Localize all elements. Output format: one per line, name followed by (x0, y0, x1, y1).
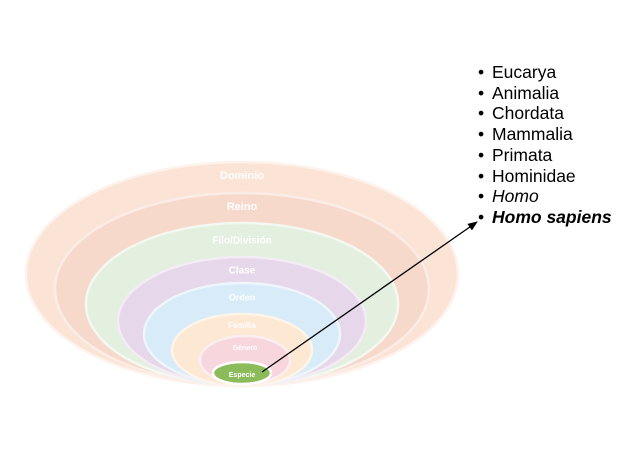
rank-label: Familia (228, 321, 256, 330)
taxon-name: Hominidae (492, 165, 576, 186)
taxon-name: Primata (492, 144, 553, 165)
bullet: • (478, 82, 485, 103)
pointer-arrow (261, 221, 478, 373)
rank-label: Reino (227, 201, 258, 213)
taxon-name: Chordata (492, 103, 564, 124)
bullet: • (478, 206, 485, 227)
rank-label: Dominio (220, 170, 264, 182)
taxon-name: Mammalia (492, 124, 573, 145)
taxon-list-item: • Homo sapiens (478, 207, 612, 228)
rank-rings (24, 160, 460, 388)
rank-label: Género (233, 345, 258, 352)
taxon-list-item: • Animalia (478, 83, 612, 104)
taxon-list: • Eucarya • Animalia • Chordata • Mammalia • Prim… (478, 62, 612, 228)
taxon-name: Animalia (492, 82, 560, 103)
rank-labels: Dominio Reino Filo/División Clase Orden Famil… (212, 170, 271, 379)
rank-label: Clase (229, 266, 256, 277)
taxon-list-item: • Hominidae (478, 166, 612, 187)
taxon-name: Eucarya (492, 62, 557, 82)
taxon-name: Homo (492, 186, 539, 207)
rank-label: Especie (229, 372, 256, 379)
taxon-list-item: • Primata (478, 145, 612, 166)
rank-ring (211, 360, 273, 386)
rank-label: Filo/División (212, 236, 271, 247)
bullet: • (478, 186, 485, 207)
taxon-name: Homo sapiens (492, 206, 612, 227)
taxon-list-item: • Mammalia (478, 124, 612, 145)
taxon-list-item: • Chordata (478, 103, 612, 124)
bullet: • (478, 165, 485, 186)
bullet: • (478, 124, 485, 145)
bullet: • (478, 103, 485, 124)
rank-label: Orden (229, 292, 256, 302)
taxon-list-item: • Homo (478, 186, 612, 207)
taxon-list-item: • Eucarya (478, 62, 612, 83)
bullet: • (478, 62, 485, 82)
bullet: • (478, 144, 485, 165)
